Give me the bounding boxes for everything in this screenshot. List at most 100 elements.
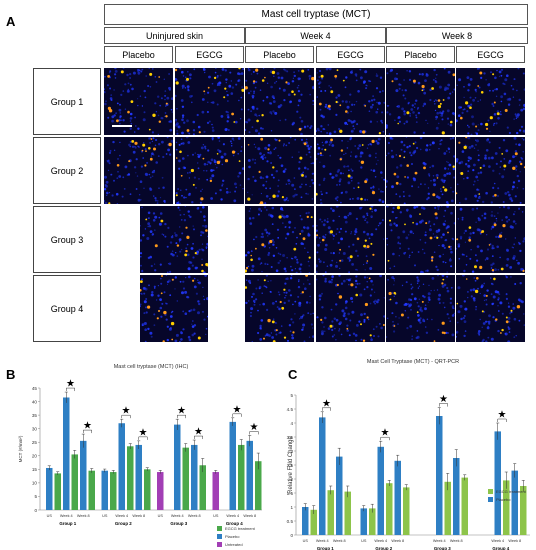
group-label: Group 2 [375,546,392,550]
bar [135,444,142,510]
timepoint-header: Uninjured skin [104,27,245,44]
group-label: Group 4 [492,546,509,550]
y-tick-label: 15 [32,467,38,472]
x-tick-label: Week 8 [391,539,404,543]
panel-c-letter: C [288,367,298,382]
micrograph-image [456,275,525,342]
treatment-header: EGCG [456,46,525,63]
group-label: Group 1 [59,521,76,526]
bar [144,469,151,510]
bar [386,483,393,535]
chart-c-qrtpcr: Mast Cell Tryptase (MCT) - QRT-PCR 0 0.5 1 1… [287,359,530,550]
legend-label: EGCG treatment [496,489,527,494]
bar [101,470,108,510]
micrograph-image [175,137,244,204]
micrograph-image [245,206,314,273]
x-tick-label: Week 4 [374,539,387,543]
bar [436,416,443,535]
panel-a-letter: A [6,14,16,29]
group-label: Group 4 [226,521,243,526]
group-row-label: Group 4 [33,275,101,342]
y-tick-label: 2 [290,477,293,482]
y-tick-label: 10 [32,481,38,486]
significance-star: ★ [322,398,331,409]
micrograph-image [104,68,173,135]
significance-bracket [249,431,259,435]
y-tick-label: 4.5 [287,407,294,412]
chart-b-ihc: Mast cell tryptase (MCT) (IHC) 0 5 10 15 20 25… [18,364,262,547]
bar [503,480,510,535]
bar [377,446,384,535]
significance-star: ★ [83,421,92,432]
y-tick-label: 3.5 [287,435,294,440]
bar [302,507,309,535]
y-tick-label: 35 [32,413,38,418]
bar [54,473,61,510]
micrograph-image [245,68,314,135]
bar [453,458,460,535]
significance-star: ★ [381,428,390,439]
y-tick-label: 45 [32,386,38,391]
y-tick-label: 5 [34,494,37,499]
micrograph-image [316,137,385,204]
significance-bracket [380,436,390,441]
significance-bracket [66,387,75,392]
group-row-label: Group 1 [33,68,101,135]
x-tick-label: Week 8 [188,514,201,518]
group-label: Group 3 [434,546,451,550]
bar [327,490,334,535]
micrograph-image [104,137,173,204]
significance-bracket [177,414,186,419]
bar [80,440,87,510]
bar [255,461,262,510]
bar [127,446,134,510]
x-tick-label: US [361,539,367,543]
bar [336,456,343,535]
y-tick-label: 30 [32,426,38,431]
group-row-label: Group 3 [33,206,101,273]
x-tick-label: Week 4 [226,514,239,518]
y-tick-label: 1.5 [287,491,294,496]
micrograph-image [386,137,455,204]
legend-label: Placebo [225,534,240,539]
bar [511,470,518,535]
treatment-header: EGCG [175,46,244,63]
bar [310,509,317,535]
group-label: Group 2 [115,521,132,526]
legend-swatch [217,534,222,539]
significance-star: ★ [439,394,448,405]
micrograph-image [140,206,208,273]
y-axis-label: MCT (#/mm²) [18,435,23,462]
legend-label: Placebo [496,497,511,502]
legend-swatch [217,542,222,547]
micrograph-image [386,68,455,135]
significance-bracket [322,407,331,411]
x-tick-label: Week 8 [450,539,463,543]
micrograph-image [245,137,314,204]
treatment-header: EGCG [316,46,385,63]
bar [88,470,95,510]
significance-bracket [497,418,507,422]
significance-star: ★ [498,410,507,421]
treatment-header: Placebo [245,46,314,63]
micrograph-image [245,275,314,342]
x-tick-label: Week 4 [433,539,446,543]
timepoint-header: Week 4 [245,27,386,44]
significance-star: ★ [139,427,148,438]
chart-title: Mast Cell Tryptase (MCT) - QRT-PCR [367,359,459,365]
bar [319,417,326,535]
bar [403,487,410,535]
chart-title: Mast cell tryptase (MCT) (IHC) [114,364,189,370]
group-label: Group 1 [317,546,334,550]
micrograph-image [386,275,455,342]
group-row-label: Group 2 [33,137,101,204]
treatment-header: Placebo [104,46,173,63]
bar [157,472,164,510]
bar [199,465,206,510]
bar [212,472,219,510]
y-tick-label: 0 [34,508,37,513]
bar [246,440,253,510]
bar [71,454,78,510]
x-tick-label: Week 8 [243,514,256,518]
significance-bracket [138,436,148,440]
